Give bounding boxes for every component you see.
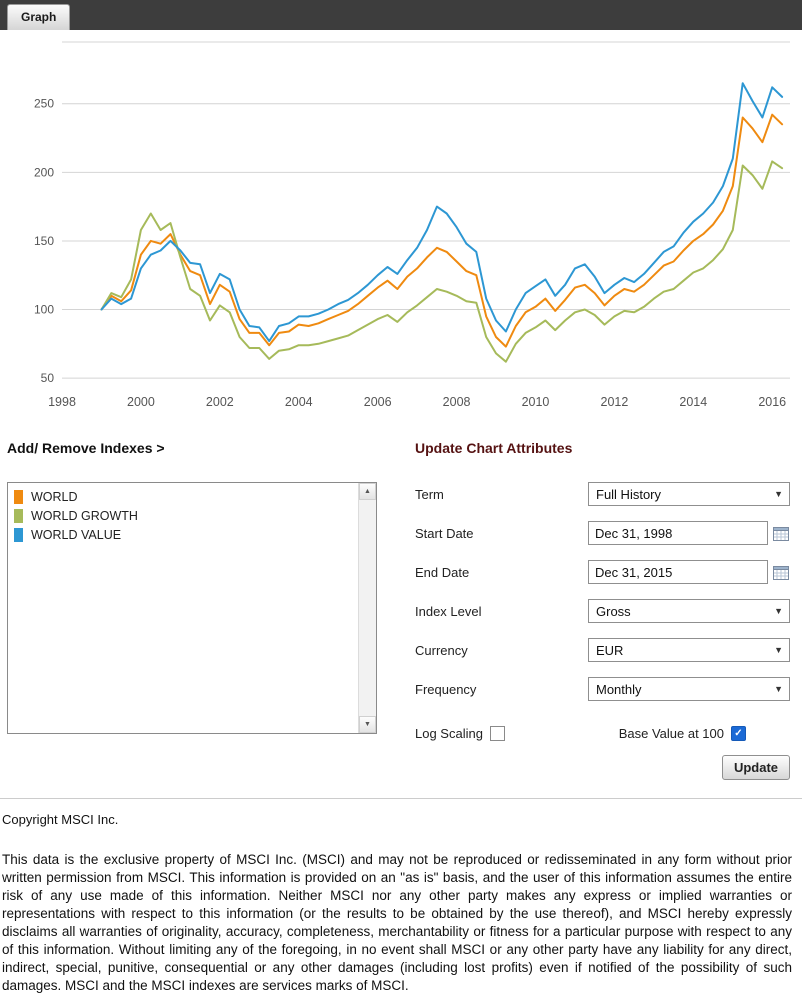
calendar-icon [773, 526, 789, 541]
start-date-row: Start Date [415, 521, 790, 545]
chevron-down-icon: ▼ [774, 645, 783, 655]
index-label: WORLD GROWTH [31, 509, 138, 523]
frequency-row: Frequency Monthly ▼ [415, 677, 790, 701]
svg-text:2016: 2016 [758, 395, 786, 409]
svg-text:200: 200 [34, 165, 54, 179]
frequency-select[interactable]: Monthly ▼ [588, 677, 790, 701]
index-color-swatch [14, 490, 23, 504]
index-label: WORLD [31, 490, 78, 504]
indexes-list: WORLD WORLD GROWTH WORLD VALUE [8, 483, 358, 733]
svg-text:2006: 2006 [364, 395, 392, 409]
svg-text:50: 50 [41, 371, 55, 385]
svg-text:1998: 1998 [48, 395, 76, 409]
copyright-text: Copyright MSCI Inc. [2, 812, 119, 827]
scaling-options-row: Log Scaling Base Value at 100 ✓ [415, 726, 790, 741]
end-date-label: End Date [415, 564, 470, 580]
scroll-down-icon[interactable]: ▼ [359, 716, 376, 733]
currency-row: Currency EUR ▼ [415, 638, 790, 662]
currency-select[interactable]: EUR ▼ [588, 638, 790, 662]
update-button[interactable]: Update [721, 755, 790, 780]
end-date-calendar-button[interactable] [772, 564, 790, 581]
end-date-row: End Date [415, 560, 790, 584]
add-remove-indexes-heading[interactable]: Add/ Remove Indexes > [7, 440, 165, 456]
chevron-down-icon: ▼ [774, 489, 783, 499]
start-date-input[interactable] [588, 521, 768, 545]
svg-text:2012: 2012 [601, 395, 629, 409]
chevron-down-icon: ▼ [774, 684, 783, 694]
scroll-up-icon[interactable]: ▲ [359, 483, 376, 500]
svg-text:2008: 2008 [443, 395, 471, 409]
frequency-select-value: Monthly [596, 681, 642, 697]
frequency-label: Frequency [415, 681, 477, 697]
index-list-item[interactable]: WORLD VALUE [14, 528, 354, 542]
start-date-calendar-button[interactable] [772, 525, 790, 542]
index-level-label: Index Level [415, 603, 482, 619]
term-row: Term Full History ▼ [415, 482, 790, 506]
end-date-input[interactable] [588, 560, 768, 584]
update-chart-attributes-heading: Update Chart Attributes [415, 440, 573, 456]
chart-area: 50 100 150 200 250 1998 2000 2002 2004 2006 2008 20… [0, 30, 802, 414]
tab-graph[interactable]: Graph [7, 4, 71, 30]
svg-text:2014: 2014 [679, 395, 707, 409]
term-label: Term [415, 486, 444, 502]
index-color-swatch [14, 528, 23, 542]
chart-attributes-panel: Update Chart Attributes Term Full Histor… [415, 440, 790, 780]
svg-text:2010: 2010 [522, 395, 550, 409]
svg-text:2004: 2004 [285, 395, 313, 409]
index-level-select[interactable]: Gross ▼ [588, 599, 790, 623]
index-list-item[interactable]: WORLD GROWTH [14, 509, 354, 523]
tab-bar: Graph [0, 0, 802, 30]
term-select-value: Full History [596, 486, 662, 502]
currency-select-value: EUR [596, 642, 624, 658]
log-scaling-group: Log Scaling [415, 726, 505, 741]
index-level-select-value: Gross [596, 603, 631, 619]
svg-text:100: 100 [34, 303, 54, 317]
listbox-scrollbar[interactable]: ▲ ▼ [358, 483, 376, 733]
log-scaling-checkbox[interactable] [489, 726, 505, 741]
svg-text:2002: 2002 [206, 395, 234, 409]
index-color-swatch [14, 509, 23, 523]
indexes-listbox: WORLD WORLD GROWTH WORLD VALUE ▲ ▼ [7, 482, 377, 734]
footer: Copyright MSCI Inc. This data is the exc… [0, 798, 802, 1005]
index-performance-chart: 50 100 150 200 250 1998 2000 2002 2004 2006 2008 20… [34, 41, 790, 409]
index-list-item[interactable]: WORLD [14, 490, 354, 504]
chevron-down-icon: ▼ [774, 606, 783, 616]
start-date-label: Start Date [415, 525, 474, 541]
currency-label: Currency [415, 642, 468, 658]
base-value-label: Base Value at 100 [618, 726, 724, 741]
svg-text:250: 250 [34, 97, 54, 111]
index-label: WORLD VALUE [31, 528, 122, 542]
controls-section: Add/ Remove Indexes > WORLD WORLD GROWTH… [0, 440, 802, 780]
term-select[interactable]: Full History ▼ [588, 482, 790, 506]
indexes-panel: Add/ Remove Indexes > WORLD WORLD GROWTH… [7, 440, 379, 780]
svg-text:150: 150 [34, 234, 54, 248]
base-value-checkbox[interactable]: ✓ [731, 726, 746, 741]
update-row: Update [415, 755, 790, 780]
svg-text:2000: 2000 [127, 395, 155, 409]
log-scaling-label: Log Scaling [415, 726, 483, 741]
disclaimer-text: This data is the exclusive property of M… [2, 852, 792, 993]
base-value-group: Base Value at 100 ✓ [619, 726, 746, 741]
calendar-icon [773, 565, 789, 580]
index-level-row: Index Level Gross ▼ [415, 599, 790, 623]
